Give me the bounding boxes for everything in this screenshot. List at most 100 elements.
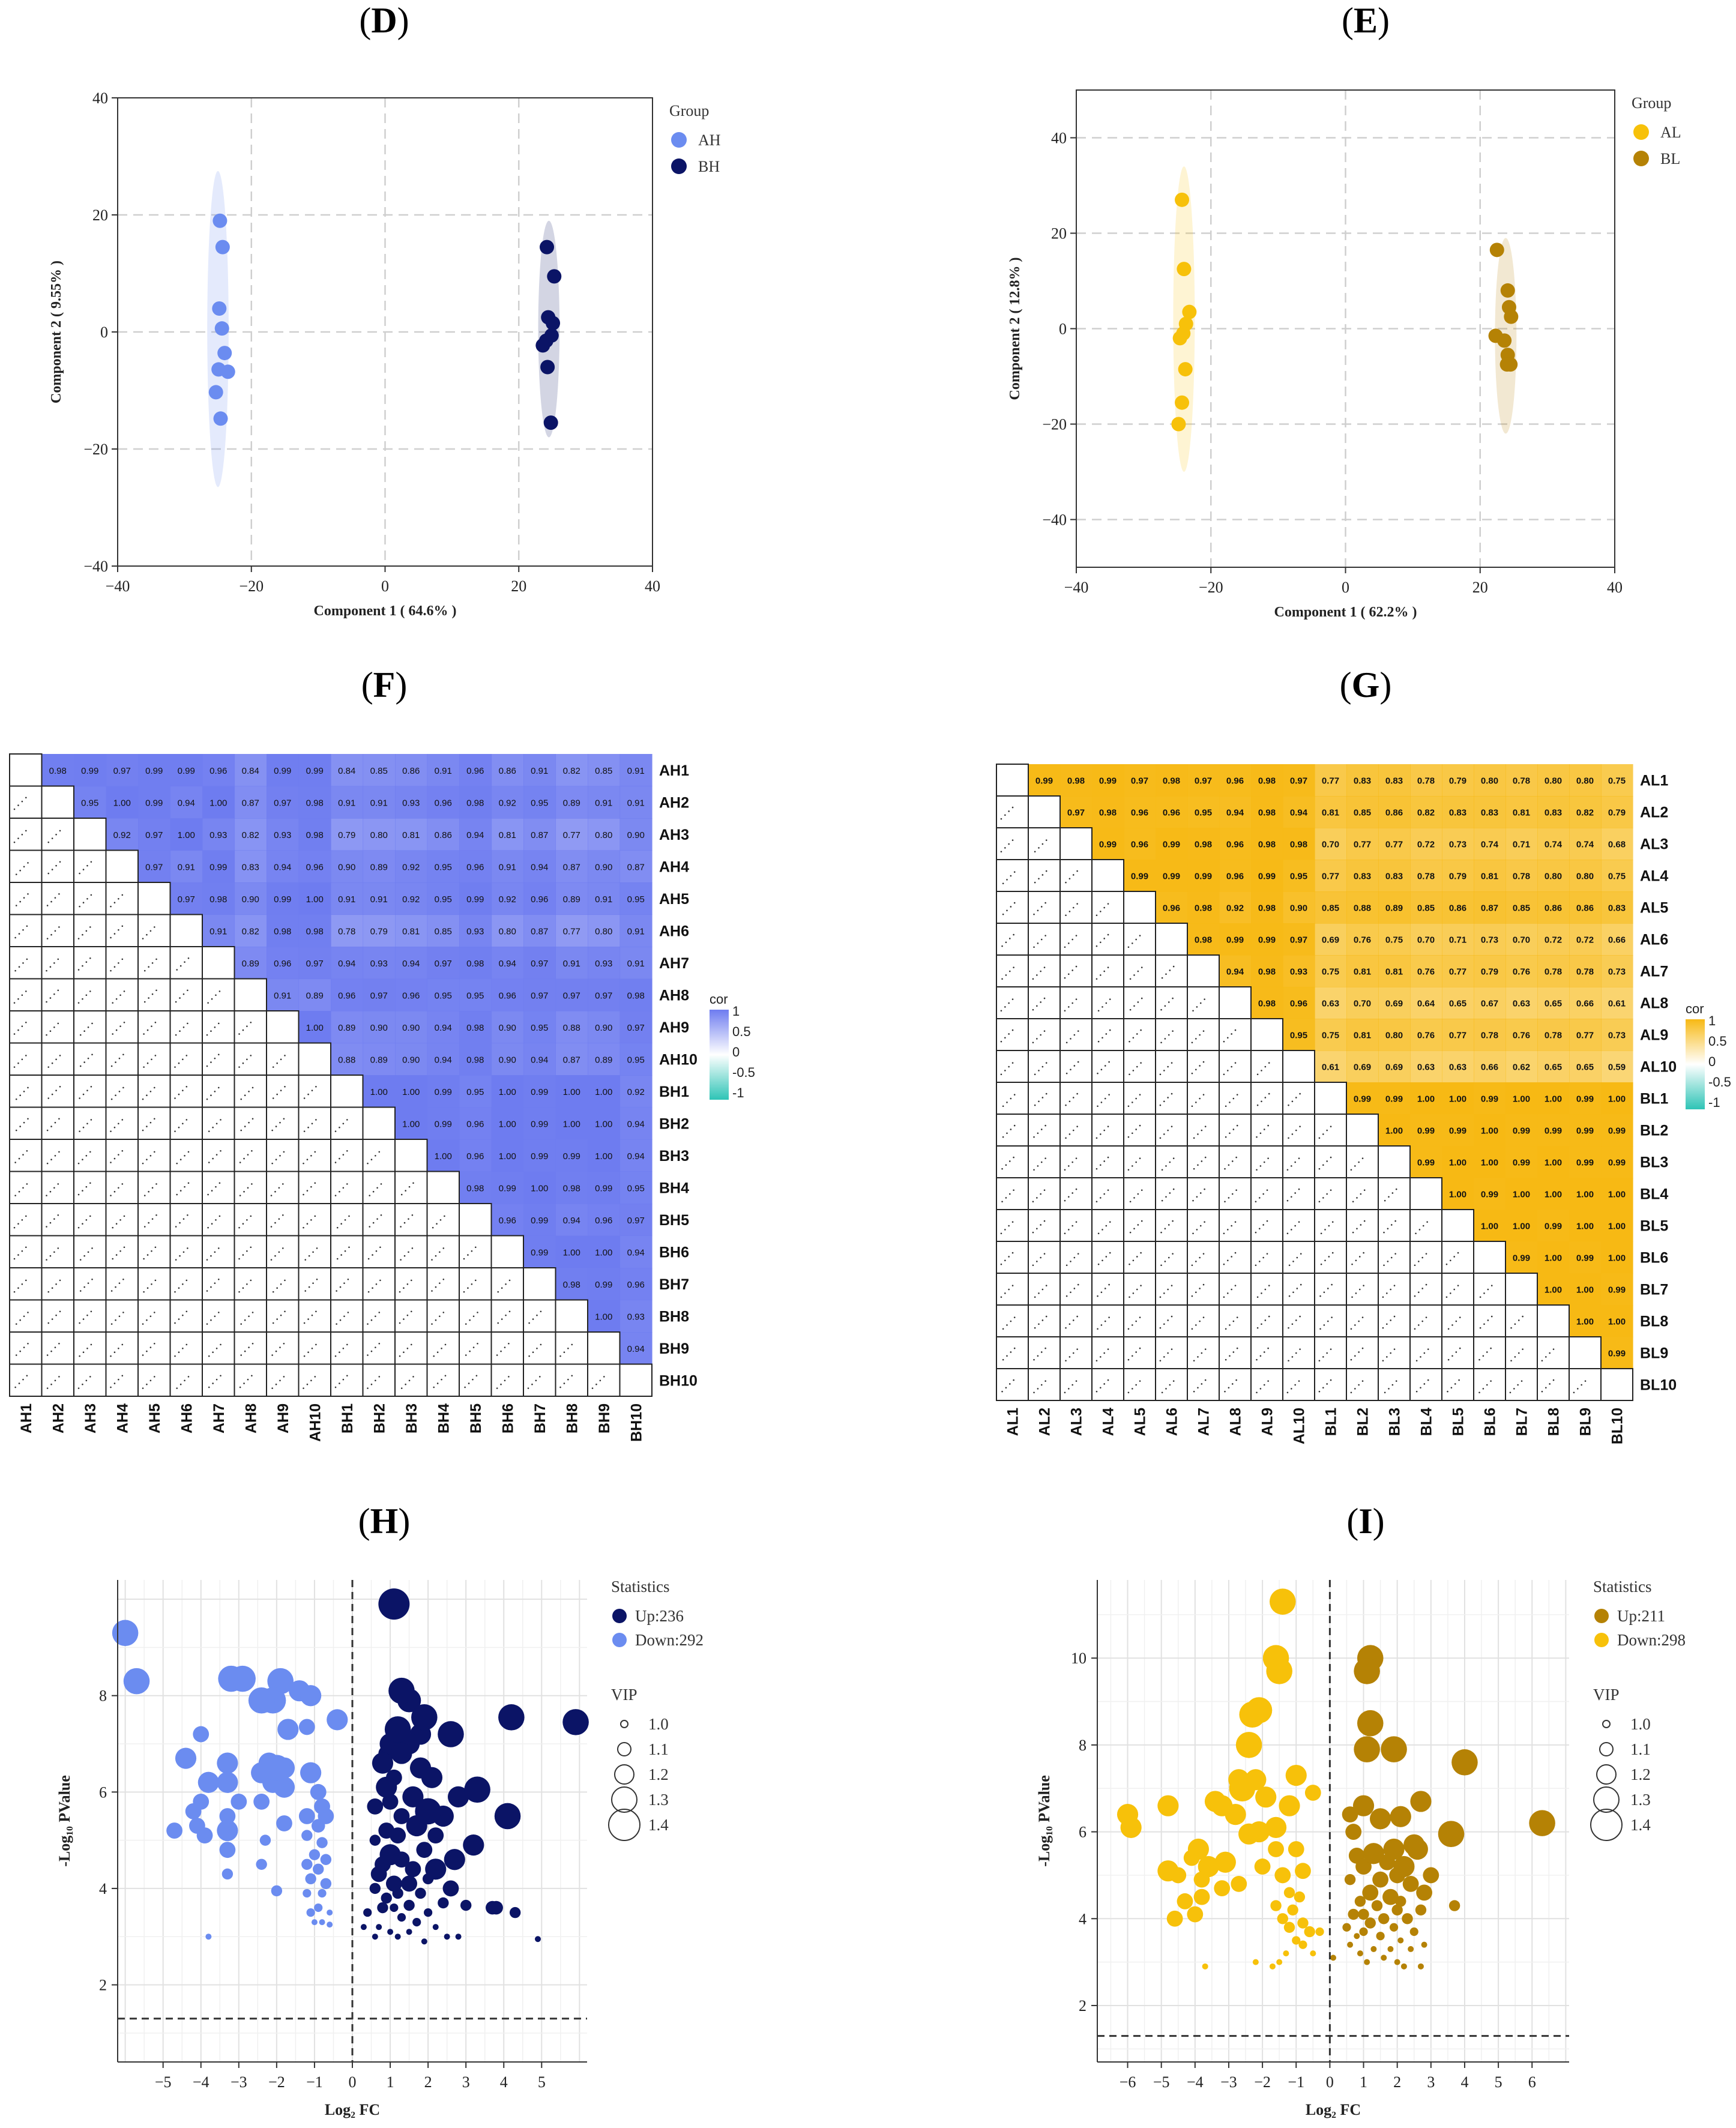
mini-scatter-dot — [403, 1287, 405, 1289]
legend-label-bl: BL — [1660, 150, 1680, 167]
heatmap-value: 0.96 — [435, 798, 452, 808]
mini-scatter-dot — [372, 1190, 375, 1193]
heatmap-cell — [170, 786, 203, 819]
heatmap-value: 1.00 — [563, 1119, 580, 1129]
heatmap-value: 0.94 — [627, 1151, 645, 1162]
mini-scatter-dot — [496, 1387, 498, 1389]
mini-scatter-dot — [375, 1283, 378, 1285]
mini-scatter-dot — [303, 1226, 304, 1229]
heatmap-cell — [588, 754, 621, 787]
mini-scatter-dot — [153, 926, 155, 928]
heatmap-value: 0.85 — [435, 926, 452, 936]
mini-scatter-dot — [151, 1283, 152, 1285]
mini-scatter-dot — [59, 1279, 61, 1282]
mini-scatter-dot — [59, 861, 61, 863]
mini-scatter-dot — [179, 1190, 182, 1192]
mini-scatter-dot — [182, 1090, 184, 1091]
mini-scatter-dot — [23, 1121, 25, 1124]
mini-scatter-dot — [408, 1186, 411, 1188]
mini-scatter-dot — [504, 1379, 506, 1382]
mini-scatter-dot — [210, 1094, 212, 1097]
point-down — [1285, 1764, 1307, 1786]
mini-scatter-dot — [339, 1190, 340, 1193]
mini-scatter-dot — [276, 1062, 278, 1064]
mini-scatter-dot — [19, 869, 21, 872]
point-up — [1391, 1904, 1403, 1916]
column-label: AH10 — [307, 1403, 324, 1442]
mini-scatter-dot — [210, 1319, 212, 1321]
heatmap-cell — [588, 1171, 621, 1204]
mini-scatter-dot — [412, 1182, 414, 1184]
mini-scatter-dot — [307, 1351, 309, 1354]
mini-scatter-dot — [82, 965, 83, 967]
mini-scatter-dot — [242, 1029, 244, 1031]
point-up — [1408, 1946, 1414, 1952]
heatmap-cell — [427, 1139, 460, 1172]
scatter-cell — [105, 946, 139, 980]
mini-scatter-dot — [500, 1350, 502, 1352]
point-down — [1229, 1775, 1256, 1802]
mini-scatter-dot — [146, 1350, 148, 1352]
mini-scatter-dot — [49, 966, 52, 968]
heatmap-cell — [1410, 860, 1442, 892]
legend-marker-down — [1594, 1633, 1609, 1647]
mini-scatter-dot — [282, 1183, 284, 1185]
mini-scatter-dot — [82, 1223, 83, 1225]
mini-scatter-dot — [178, 1318, 180, 1320]
heatmap-value: 0.87 — [563, 1055, 580, 1065]
heatmap-cell — [138, 754, 171, 787]
heatmap-cell — [267, 754, 300, 787]
mini-scatter-dot — [89, 926, 91, 928]
point-al — [1177, 262, 1192, 277]
scatter-cell — [105, 914, 139, 947]
mini-scatter-dot — [58, 1118, 60, 1120]
heatmap-cell — [331, 850, 364, 883]
point-down — [1304, 1785, 1321, 1801]
scatter-cell — [394, 1171, 428, 1204]
heatmap-value: 0.99 — [499, 1183, 516, 1193]
mini-scatter-dot — [122, 1312, 124, 1313]
heatmap-cell — [619, 978, 653, 1011]
mini-scatter-dot — [79, 905, 80, 908]
panel-label-h: (H) — [358, 1501, 411, 1541]
mini-scatter-dot — [346, 1119, 348, 1121]
mini-scatter-dot — [55, 1314, 57, 1316]
mini-scatter-dot — [91, 1022, 93, 1025]
mini-scatter-dot — [18, 1190, 20, 1193]
heatmap-cell — [619, 1268, 653, 1301]
point-up — [1410, 1791, 1432, 1812]
mini-scatter-dot — [303, 1387, 304, 1389]
heatmap-cell — [491, 1075, 524, 1108]
heatmap-value: 0.87 — [563, 862, 580, 872]
mini-scatter-dot — [304, 1259, 307, 1261]
legend-label-al: AL — [1660, 124, 1681, 141]
mini-scatter-dot — [497, 1291, 499, 1293]
heatmap-cell — [427, 978, 460, 1011]
mini-scatter-dot — [51, 1062, 53, 1064]
mini-scatter-dot — [59, 1310, 61, 1313]
scatter-cell — [137, 1171, 171, 1204]
row-label: BH6 — [659, 1244, 689, 1261]
row-label: AH6 — [659, 923, 689, 939]
mini-scatter-dot — [252, 1312, 254, 1313]
scatter-cell — [169, 1331, 203, 1365]
scatter-cell — [362, 1299, 396, 1333]
point-up — [1370, 1808, 1391, 1830]
scatter-cell — [234, 1331, 267, 1365]
mini-scatter-dot — [27, 862, 29, 864]
heatmap-value: 0.98 — [306, 830, 324, 840]
heatmap-cell — [555, 914, 588, 947]
mini-scatter-dot — [559, 1355, 561, 1357]
mini-scatter-dot — [151, 1025, 152, 1027]
mini-scatter-dot — [149, 1346, 152, 1348]
heatmap-cell — [298, 947, 331, 980]
mini-scatter-dot — [185, 1310, 188, 1313]
mini-scatter-dot — [339, 1157, 340, 1160]
heatmap-value: 1.00 — [435, 1151, 452, 1162]
mini-scatter-dot — [441, 1347, 442, 1349]
mini-scatter-dot — [336, 1226, 339, 1229]
mini-scatter-dot — [19, 1094, 21, 1097]
heatmap-value: 0.87 — [531, 830, 548, 840]
row-label: AH5 — [659, 891, 689, 908]
mini-scatter-dot — [90, 1119, 92, 1121]
